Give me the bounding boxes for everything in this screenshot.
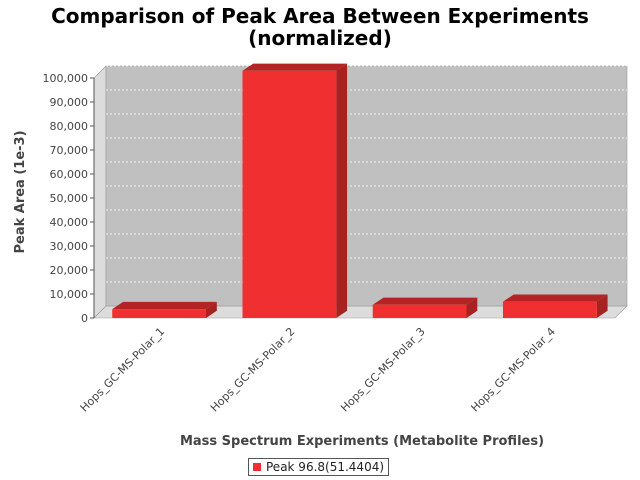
chart-title: Comparison of Peak Area Between Experime… <box>51 4 589 28</box>
bar-side <box>466 297 478 318</box>
bar <box>242 70 337 318</box>
bar-side <box>336 63 348 318</box>
y-tick-label: 0 <box>81 312 88 325</box>
x-axis-title: Mass Spectrum Experiments (Metabolite Pr… <box>180 434 544 449</box>
bar-top <box>502 294 608 302</box>
bar-top <box>372 297 478 305</box>
x-tick-label: Hops_GC-MS-Polar_2 <box>208 325 298 415</box>
y-tick-label: 30,000 <box>50 240 89 253</box>
legend: Peak 96.8(51.4404) <box>248 458 390 476</box>
x-tick-label: Hops_GC-MS-Polar_1 <box>78 325 168 415</box>
y-tick-label: 100,000 <box>43 72 89 85</box>
bar-side <box>206 301 217 318</box>
y-tick-label: 60,000 <box>50 168 89 181</box>
bar-side <box>596 294 608 318</box>
y-axis-title: Peak Area (1e-3) <box>13 130 28 253</box>
x-tick-label: Hops_GC-MS-Polar_4 <box>468 325 558 415</box>
bar-top <box>242 63 348 71</box>
bar <box>502 301 597 318</box>
legend-label: Peak 96.8(51.4404) <box>266 460 385 474</box>
legend-swatch <box>253 463 261 471</box>
y-tick-label: 20,000 <box>50 264 89 277</box>
y-tick-label: 50,000 <box>50 192 89 205</box>
plot-side-wall <box>93 65 107 319</box>
y-tick-label: 70,000 <box>50 144 89 157</box>
y-tick-label: 90,000 <box>50 96 89 109</box>
bar <box>112 309 207 318</box>
x-tick-label: Hops_GC-MS-Polar_3 <box>338 325 428 415</box>
y-tick-label: 80,000 <box>50 120 89 133</box>
y-tick-label: 10,000 <box>50 288 89 301</box>
chart-subtitle: (normalized) <box>248 26 392 50</box>
bar <box>372 304 467 318</box>
y-tick-label: 40,000 <box>50 216 89 229</box>
bar-top <box>112 301 217 310</box>
